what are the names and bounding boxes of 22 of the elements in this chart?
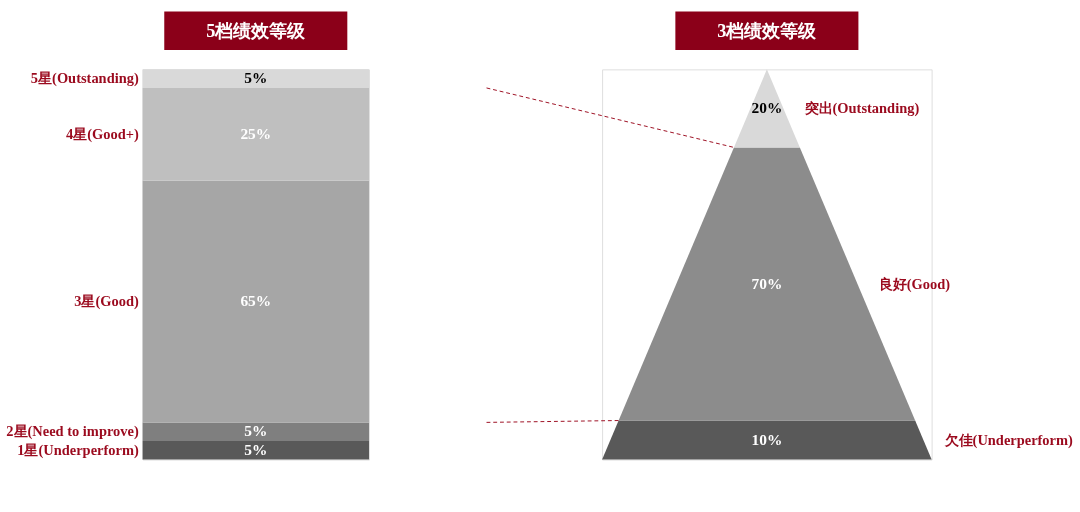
text: 3档绩效等级	[717, 20, 818, 41]
data-label: 5%	[244, 422, 268, 440]
data-label: 5%	[244, 441, 268, 459]
bar	[142, 440, 369, 460]
bar	[142, 87, 369, 181]
data-label: 25%	[240, 125, 272, 143]
bar	[142, 180, 369, 423]
category-label: 欠佳(Underperform)	[943, 431, 1074, 449]
series-label: 2星(Need to improve)	[6, 423, 139, 441]
data-label: 10%	[751, 430, 783, 448]
data-label: 70%	[751, 274, 783, 292]
category-label: 良好(Good)	[878, 275, 951, 293]
data-label: 65%	[240, 292, 272, 310]
data-label: 20%	[751, 99, 783, 117]
series-label: 5星(Outstanding)	[30, 70, 139, 88]
data-label: 5%	[244, 69, 268, 87]
chart-title: 5档绩效等级	[206, 20, 307, 41]
series-label: 4星(Good+)	[65, 126, 139, 144]
bar	[142, 422, 369, 441]
category-label: 突出(Outstanding)	[803, 100, 920, 118]
series-label: 1星(Underperform)	[17, 442, 139, 460]
series-label: 3星(Good)	[74, 293, 139, 311]
